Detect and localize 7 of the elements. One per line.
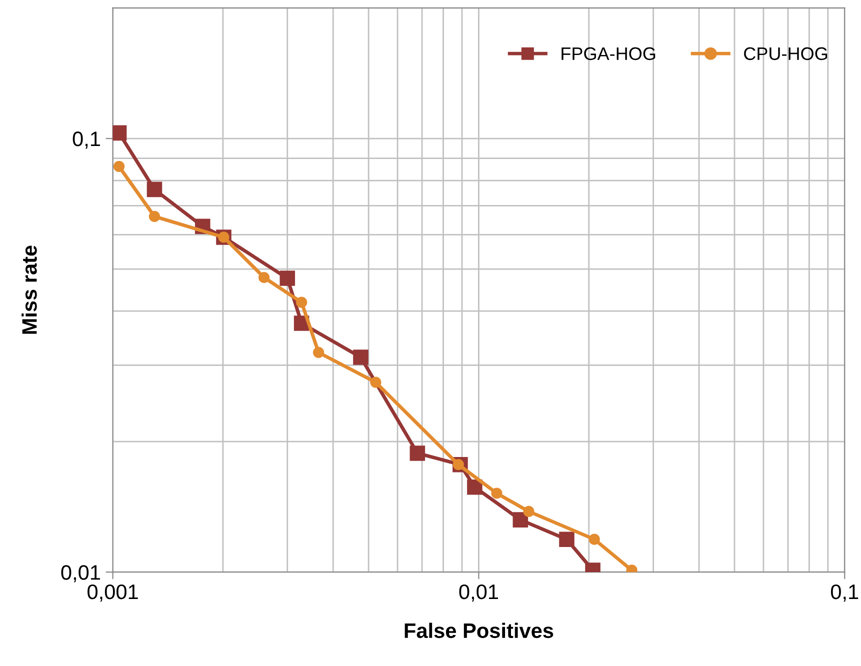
legend-label: FPGA-HOG xyxy=(562,47,656,60)
x-axis-title: False Positives xyxy=(404,622,554,638)
x-tick-label: 0,01 xyxy=(459,584,498,602)
legend-label: CPU-HOG xyxy=(744,47,828,60)
x-tick-label: 0,001 xyxy=(88,584,138,602)
x-tick-label: 0,1 xyxy=(830,584,858,602)
y-axis-title: Miss rate xyxy=(22,246,37,334)
